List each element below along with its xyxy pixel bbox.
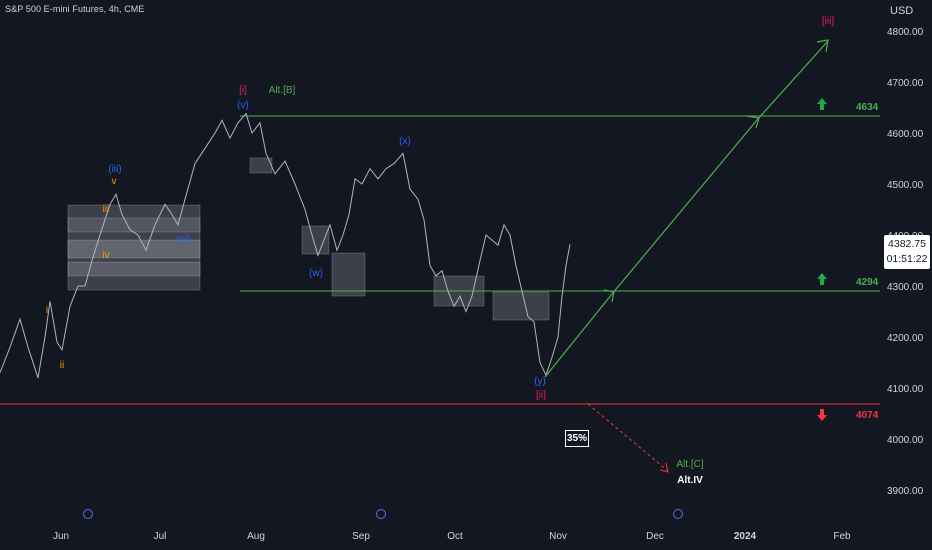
zone-box <box>67 204 201 291</box>
current-price: 4382.75 <box>888 238 926 250</box>
wave-label: [iii] <box>822 16 834 27</box>
y-tick-label: 4700.00 <box>887 78 924 89</box>
zone-box <box>67 261 201 277</box>
y-tick-label: 4200.00 <box>887 333 924 344</box>
y-tick-label: 4100.00 <box>887 384 924 395</box>
current-price-label: 4382.75 01:51:22 <box>884 235 930 269</box>
wave-label: iv <box>102 250 109 261</box>
wave-label: (w) <box>309 268 323 279</box>
wave-label: [ii] <box>536 390 546 401</box>
event-icon <box>673 509 683 519</box>
x-axis[interactable]: Jun Jul Aug Sep Oct Nov Dec 2024 Feb <box>53 531 851 542</box>
event-icon <box>83 509 93 519</box>
currency-label: USD <box>890 5 914 17</box>
y-tick-label: 4000.00 <box>887 435 924 446</box>
level-label-4634: 4634 <box>856 102 879 113</box>
zone-box <box>492 291 550 321</box>
x-tick-label: Nov <box>549 531 567 542</box>
x-tick-label: Sep <box>352 531 370 542</box>
event-icon <box>376 509 386 519</box>
wave-label: ii <box>60 360 64 371</box>
wave-label: v <box>112 176 117 187</box>
wave-label: [i] <box>239 85 247 96</box>
y-tick-label: 4500.00 <box>887 180 924 191</box>
y-tick-label: 4300.00 <box>887 282 924 293</box>
wave-label: Alt.IV <box>677 475 703 486</box>
x-tick-label: 2024 <box>734 531 757 542</box>
price-series-line <box>0 112 571 378</box>
zone-box <box>301 225 330 255</box>
bullish-projection <box>544 39 829 378</box>
zone-box <box>331 252 366 297</box>
wave-label: (y) <box>534 376 546 387</box>
up-arrow-icon <box>817 98 827 110</box>
x-tick-label: Feb <box>833 531 851 542</box>
bar-countdown: 01:51:22 <box>886 253 928 265</box>
zone-box <box>67 239 201 259</box>
wave-label: iii <box>103 204 110 215</box>
chart-header: S&P 500 E-mini Futures, 4h, CME <box>5 4 145 14</box>
zone-box <box>67 217 201 233</box>
y-tick-label: 4800.00 <box>887 27 924 38</box>
level-label-4294: 4294 <box>856 277 879 288</box>
x-tick-label: Jun <box>53 531 69 542</box>
zone-box <box>249 157 273 174</box>
x-tick-label: Oct <box>447 531 463 542</box>
wave-label: Alt.[B] <box>269 85 296 96</box>
y-tick-label: 4600.00 <box>887 129 924 140</box>
probability-badge: 35% <box>565 430 589 447</box>
up-arrow-icon <box>817 273 827 285</box>
wave-label-layer: iiiiiiivv(iii)(iv)[i](v)Alt.[B](w)(x)(y)… <box>46 16 834 486</box>
wave-label: (v) <box>237 100 249 111</box>
bearish-projection <box>587 403 669 473</box>
wave-label: Alt.[C] <box>676 459 703 470</box>
x-tick-label: Aug <box>247 531 265 542</box>
event-markers <box>83 509 683 519</box>
down-arrow-icon <box>817 409 827 421</box>
wave-label: (iii) <box>108 164 121 175</box>
y-tick-label: 3900.00 <box>887 486 924 497</box>
x-tick-label: Jul <box>154 531 167 542</box>
x-tick-label: Dec <box>646 531 664 542</box>
zone-layer <box>67 157 550 321</box>
wave-label: i <box>46 305 48 316</box>
wave-label: (x) <box>399 136 411 147</box>
level-label-4074: 4074 <box>856 410 879 421</box>
wave-label: (iv) <box>176 234 190 245</box>
